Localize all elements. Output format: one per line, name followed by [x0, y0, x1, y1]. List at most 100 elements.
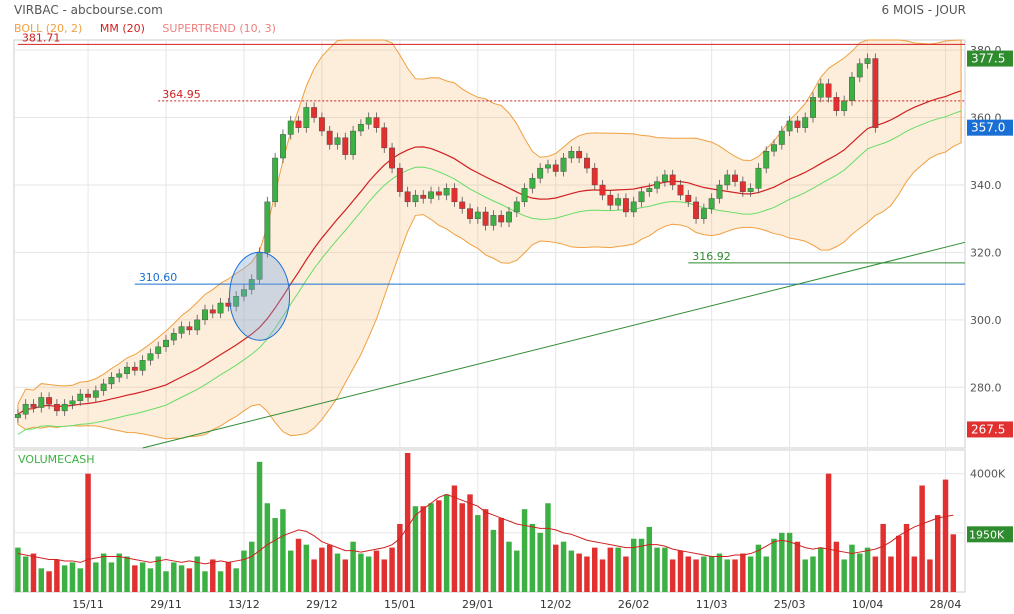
- volume-bar: [22, 556, 29, 592]
- volume-bar: [755, 544, 762, 592]
- volume-bar: [155, 556, 161, 592]
- volume-bar: [46, 571, 52, 592]
- candle-body: [124, 366, 130, 375]
- legend-mm[interactable]: MM (20): [99, 22, 145, 35]
- legend-supertrend[interactable]: SUPERTREND (10, 3): [162, 22, 276, 35]
- volume-bar: [381, 559, 387, 592]
- legend-boll[interactable]: BOLL (20, 2): [14, 22, 83, 35]
- volume-bar: [225, 562, 232, 592]
- candle-body: [700, 208, 707, 219]
- volume-bar: [514, 550, 520, 592]
- volume-bar: [553, 544, 559, 592]
- volume-bar: [677, 550, 684, 592]
- volume-bar: [365, 556, 372, 592]
- candle-body: [100, 383, 107, 391]
- candle-body: [287, 120, 294, 135]
- volume-tick-label: 4000K: [970, 468, 1006, 481]
- volume-bar: [779, 532, 785, 592]
- volume-bar: [342, 559, 349, 592]
- candle-body: [513, 201, 520, 213]
- date-tick-label: 10/04: [852, 598, 884, 611]
- candle-body: [46, 397, 53, 405]
- volume-bar: [475, 515, 481, 592]
- volume-bar: [568, 550, 575, 592]
- price-tick-label: 340.0: [970, 179, 1002, 192]
- volume-bar: [303, 544, 310, 592]
- candle-body: [646, 188, 653, 192]
- candle-body: [841, 100, 848, 112]
- candle-body: [560, 157, 567, 172]
- volume-bar: [630, 538, 637, 592]
- date-tick-label: 11/03: [696, 598, 728, 611]
- candle-body: [77, 393, 84, 401]
- price-tick-label: 320.0: [970, 246, 1002, 259]
- candle-body: [186, 326, 193, 331]
- candle-body: [739, 181, 746, 192]
- price-label-box: [967, 50, 1013, 67]
- candle-body: [802, 117, 809, 128]
- candle-body: [451, 188, 458, 203]
- candle-body: [708, 198, 715, 209]
- candle-body: [420, 194, 427, 199]
- volume-bar: [15, 547, 21, 592]
- candle-body: [817, 83, 824, 98]
- volume-bar: [30, 553, 37, 592]
- candle-body: [170, 333, 177, 341]
- volume-last-box: [967, 526, 1013, 543]
- candle-body: [373, 117, 380, 128]
- candle-body: [794, 120, 801, 128]
- volume-bar: [724, 559, 730, 592]
- candle-body: [810, 97, 816, 118]
- candle-body: [763, 151, 770, 169]
- date-tick-label: 29/01: [462, 598, 494, 611]
- candle-body: [435, 191, 442, 196]
- volume-bar: [794, 541, 801, 592]
- candle-body: [615, 198, 622, 206]
- date-tick-label: 15/01: [384, 598, 416, 611]
- volume-bar: [888, 556, 894, 592]
- volume-bar: [326, 544, 333, 592]
- volume-bar: [389, 547, 395, 592]
- volume-bar: [428, 503, 434, 592]
- volume-bar: [654, 547, 660, 592]
- volume-panel-frame: [13, 449, 966, 593]
- volume-bar: [693, 559, 699, 592]
- candle-body: [459, 201, 466, 209]
- candle-body: [490, 215, 497, 226]
- candle-body: [786, 120, 793, 132]
- volume-bar: [467, 494, 473, 592]
- volume-bar: [443, 494, 450, 592]
- level-label: 381.71: [22, 31, 61, 44]
- candle-body: [30, 403, 37, 408]
- candle-body: [552, 164, 559, 172]
- volume-last-text: 1950K: [969, 528, 1005, 541]
- volume-bar: [194, 556, 200, 592]
- bollinger-band: [17, 39, 962, 440]
- candle-body: [357, 124, 364, 132]
- candle-body: [521, 188, 528, 203]
- candle-body: [311, 107, 318, 118]
- volume-bar: [896, 535, 902, 592]
- volume-bar: [545, 503, 551, 592]
- candle-body: [61, 403, 68, 412]
- volume-bar: [350, 541, 356, 592]
- volume-bar: [38, 568, 45, 592]
- volume-bar: [54, 559, 60, 592]
- volume-panel-label: VOLUMECASH: [18, 453, 95, 466]
- volume-bar: [810, 556, 816, 592]
- breakout-highlight: [229, 251, 291, 341]
- candle-body: [467, 208, 473, 219]
- volume-bar: [903, 523, 910, 592]
- candle-body: [163, 339, 169, 348]
- candle-body: [85, 393, 91, 398]
- volume-bar: [669, 559, 676, 592]
- level-label: 316.92: [692, 250, 731, 263]
- volume-bar: [771, 538, 777, 592]
- candle-body: [22, 403, 29, 415]
- candle-body: [217, 302, 224, 314]
- volume-bar: [841, 559, 847, 592]
- volume-bar: [646, 526, 653, 592]
- level-label: 364.95: [162, 88, 201, 101]
- candle-body: [482, 211, 489, 226]
